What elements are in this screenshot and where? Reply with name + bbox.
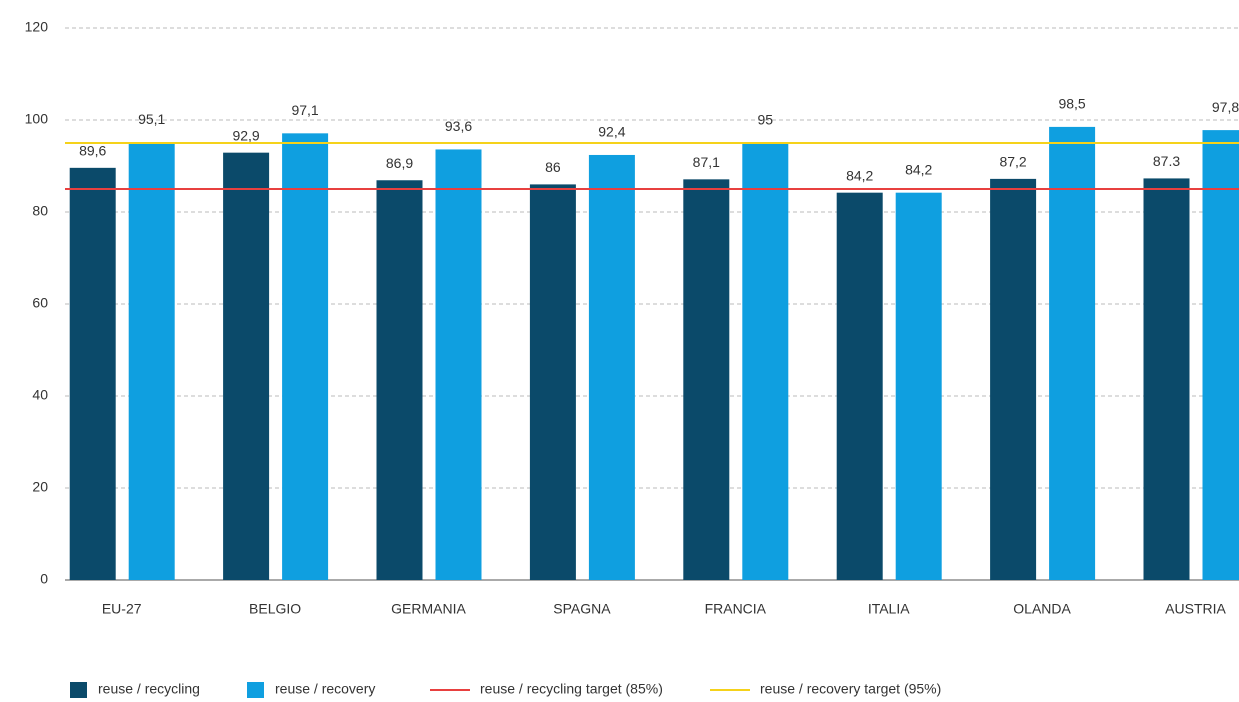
x-tick-label: GERMANIA <box>391 601 466 617</box>
value-label: 97,8 <box>1212 99 1239 115</box>
y-tick-label: 100 <box>25 111 49 127</box>
y-tick-label: 40 <box>32 387 48 403</box>
value-label: 92,9 <box>232 127 259 143</box>
value-label: 93,6 <box>445 118 472 134</box>
legend-label: reuse / recycling target (85%) <box>480 681 663 697</box>
y-tick-label: 60 <box>32 295 48 311</box>
value-label: 87.3 <box>1153 153 1180 169</box>
bar <box>435 149 482 580</box>
x-tick-label: FRANCIA <box>705 601 767 617</box>
bar <box>588 154 635 580</box>
value-label: 84,2 <box>905 161 932 177</box>
bar <box>529 184 576 580</box>
legend-swatch <box>70 682 87 698</box>
value-label: 92,4 <box>598 124 625 140</box>
x-tick-label: ITALIA <box>868 601 910 617</box>
value-label: 95 <box>758 112 774 128</box>
bar <box>836 192 883 580</box>
bar <box>683 179 730 580</box>
legend-label: reuse / recycling <box>98 681 200 697</box>
x-tick-label: SPAGNA <box>553 601 611 617</box>
value-label: 84,2 <box>846 167 873 183</box>
bar <box>128 142 175 581</box>
legend-swatch <box>247 682 264 698</box>
y-tick-label: 120 <box>25 19 49 35</box>
bar <box>223 152 270 580</box>
bar <box>69 167 116 580</box>
y-tick-label: 80 <box>32 203 48 219</box>
legend-label: reuse / recovery <box>275 681 375 697</box>
x-tick-label: EU-27 <box>102 601 142 617</box>
value-label: 97,1 <box>291 102 318 118</box>
value-label: 98,5 <box>1058 96 1085 112</box>
value-label: 95,1 <box>138 111 165 127</box>
x-tick-label: BELGIO <box>249 601 301 617</box>
bar <box>376 180 423 580</box>
legend-label: reuse / recovery target (95%) <box>760 681 941 697</box>
x-tick-label: AUSTRIA <box>1165 601 1226 617</box>
bar <box>895 192 942 580</box>
value-label: 87,2 <box>999 154 1026 170</box>
value-label: 86 <box>545 159 561 175</box>
bar <box>990 178 1037 580</box>
x-tick-label: OLANDA <box>1013 601 1071 617</box>
bar <box>1143 178 1190 581</box>
bar <box>1049 126 1096 581</box>
bar <box>742 143 789 580</box>
y-tick-label: 20 <box>32 479 48 495</box>
value-label: 87,1 <box>693 154 720 170</box>
y-tick-label: 0 <box>40 571 48 587</box>
bar <box>282 133 329 580</box>
bar <box>1202 130 1239 580</box>
value-label: 89,6 <box>79 143 106 159</box>
value-label: 86,9 <box>386 155 413 171</box>
